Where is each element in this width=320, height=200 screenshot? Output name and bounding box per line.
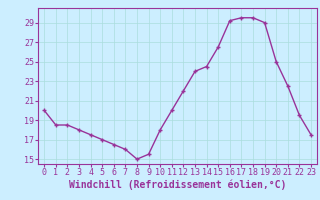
X-axis label: Windchill (Refroidissement éolien,°C): Windchill (Refroidissement éolien,°C) <box>69 180 286 190</box>
